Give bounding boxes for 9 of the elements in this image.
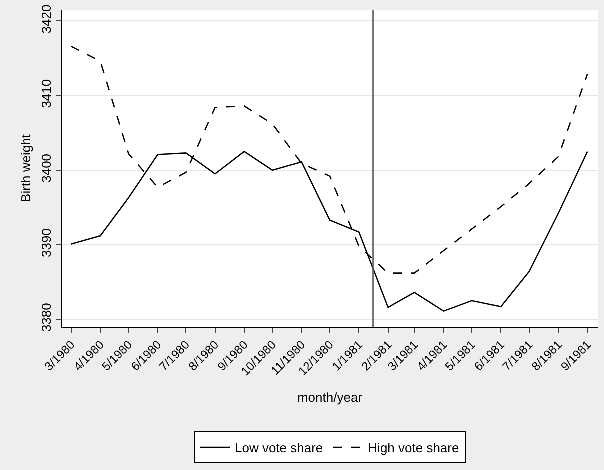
y-tick-label: 3400 (38, 154, 54, 183)
y-tick-label: 3420 (38, 4, 54, 34)
y-tick-label: 3410 (38, 79, 54, 108)
legend-label: High vote share (368, 440, 460, 456)
legend-label: Low vote share (235, 440, 324, 456)
y-tick-label: 3390 (38, 228, 54, 258)
x-axis-title: month/year (297, 390, 364, 406)
y-tick-label: 3380 (38, 303, 54, 332)
y-axis-title: Birth weight (18, 134, 34, 202)
